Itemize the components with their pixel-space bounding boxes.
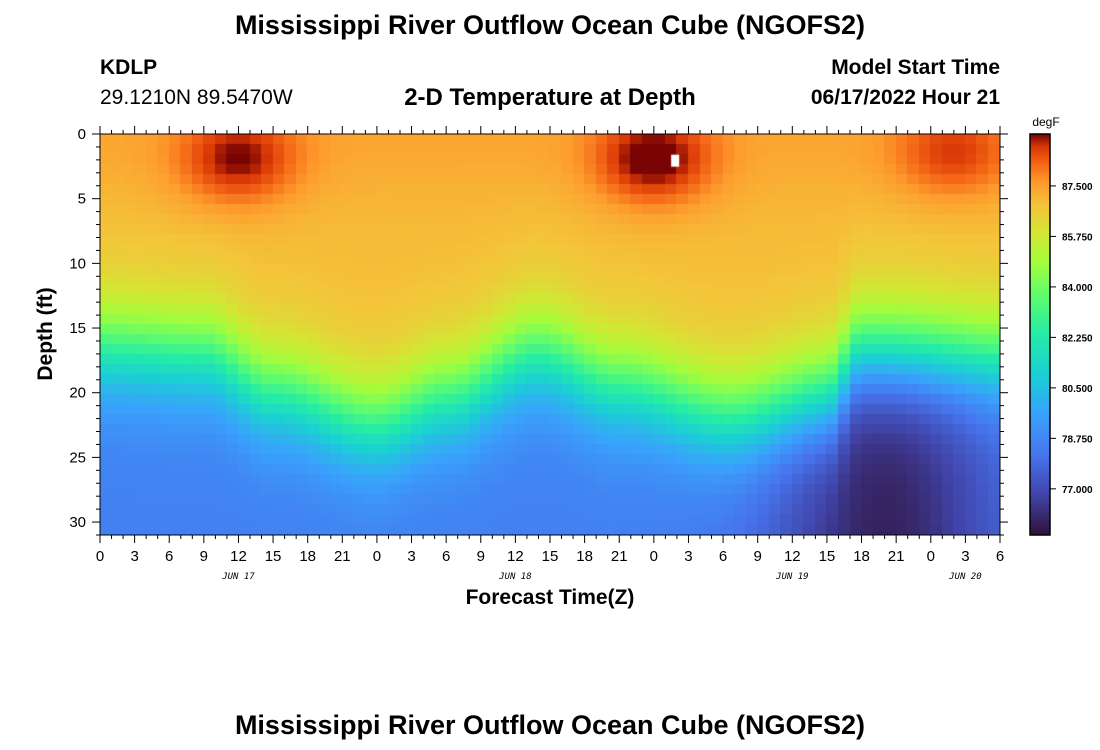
x-tick-label: 21 — [334, 548, 351, 565]
station-id: KDLP — [100, 56, 158, 79]
colorbar-tick-label: 87.500 — [1062, 182, 1093, 193]
x-tick-label: 3 — [407, 548, 415, 565]
x-tick-label: 9 — [200, 548, 208, 565]
colorbar-tick-label: 80.500 — [1062, 384, 1093, 395]
x-tick-label: 3 — [684, 548, 692, 565]
x-tick-label: 6 — [719, 548, 727, 565]
model-start-value: 06/17/2022 Hour 21 — [810, 86, 1000, 109]
date-label: JUN 20 — [948, 572, 982, 582]
x-tick-label: 0 — [96, 548, 104, 565]
x-tick-label: 3 — [130, 548, 138, 565]
colorbar — [1030, 134, 1050, 535]
plot-frame — [99, 133, 1001, 536]
x-tick-label: 15 — [542, 548, 559, 565]
date-label: JUN 17 — [221, 572, 255, 582]
x-tick-label: 3 — [961, 548, 969, 565]
y-tick-label: 25 — [69, 449, 86, 466]
y-tick-label: 0 — [78, 126, 86, 143]
x-tick-label: 6 — [996, 548, 1004, 565]
x-tick-label: 18 — [576, 548, 593, 565]
chart-title: Mississippi River Outflow Ocean Cube (NG… — [234, 10, 866, 40]
y-tick-label: 15 — [69, 320, 86, 337]
chart-subtitle: 2-D Temperature at Depth — [404, 84, 696, 111]
model-start-label: Model Start Time — [831, 56, 1000, 79]
x-tick-label: 21 — [611, 548, 628, 565]
colorbar-frame — [1029, 133, 1051, 536]
y-tick-label: 30 — [69, 514, 86, 531]
x-tick-label: 9 — [754, 548, 762, 565]
x-tick-label: 0 — [650, 548, 658, 565]
date-label: JUN 19 — [775, 572, 809, 582]
colorbar-tick-label: 78.750 — [1062, 434, 1093, 445]
y-tick-label: 20 — [69, 385, 86, 402]
footer-title: Mississippi River Outflow Ocean Cube (NG… — [234, 710, 866, 740]
y-tick-label: 5 — [78, 191, 86, 208]
colorbar-tick-label: 84.000 — [1062, 283, 1093, 294]
station-coords: 29.1210N 89.5470W — [100, 86, 293, 109]
x-tick-label: 18 — [853, 548, 870, 565]
x-tick-label: 12 — [230, 548, 247, 565]
x-tick-label: 0 — [373, 548, 381, 565]
x-tick-label: 15 — [265, 548, 282, 565]
x-tick-label: 12 — [507, 548, 524, 565]
x-tick-label: 21 — [888, 548, 905, 565]
date-label: JUN 18 — [498, 572, 532, 582]
x-tick-label: 18 — [299, 548, 316, 565]
colorbar-tick-label: 82.250 — [1062, 333, 1093, 344]
colorbar-tick-label: 77.000 — [1062, 485, 1093, 496]
x-tick-label: 6 — [165, 548, 173, 565]
y-tick-label: 10 — [69, 255, 86, 272]
temperature-heatmap — [100, 134, 1000, 535]
y-axis-title: Depth (ft) — [34, 287, 57, 380]
x-tick-label: 15 — [819, 548, 836, 565]
colorbar-unit: degF — [1032, 115, 1059, 129]
x-tick-label: 0 — [927, 548, 935, 565]
x-tick-label: 6 — [442, 548, 450, 565]
colorbar-tick-label: 85.750 — [1062, 232, 1093, 243]
x-tick-label: 12 — [784, 548, 801, 565]
x-tick-label: 9 — [477, 548, 485, 565]
x-axis-title: Forecast Time(Z) — [466, 586, 635, 609]
